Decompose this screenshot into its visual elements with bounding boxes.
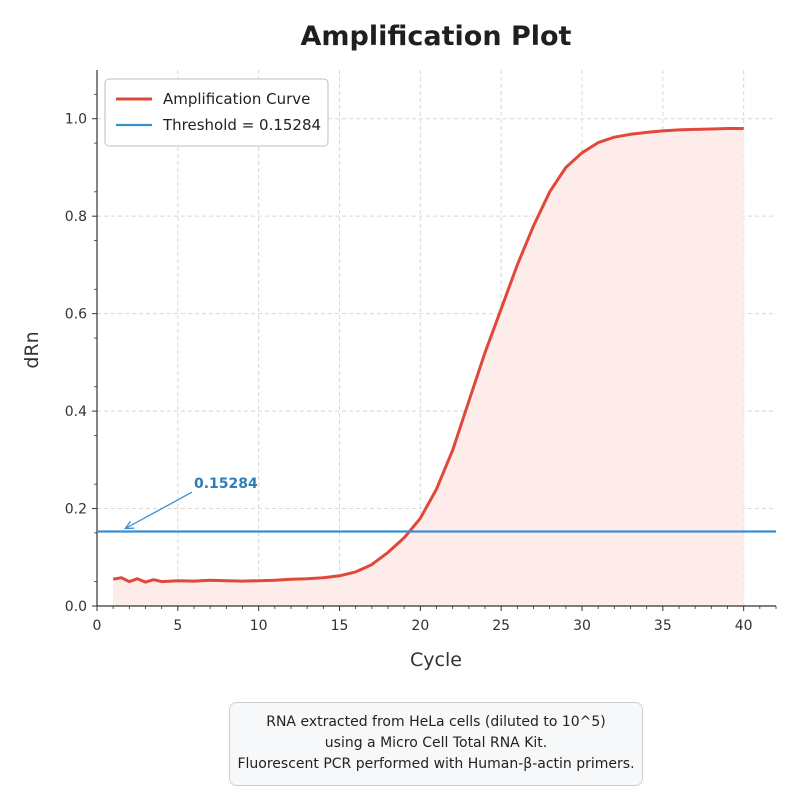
y-tick-label: 0.4 [65, 404, 87, 420]
caption-line: using a Micro Cell Total RNA Kit. [324, 735, 548, 751]
x-tick-label: 35 [654, 618, 672, 634]
caption-line: RNA extracted from HeLa cells (diluted t… [266, 714, 606, 730]
y-tick-label: 0.8 [65, 209, 87, 225]
x-tick-label: 10 [250, 618, 268, 634]
amplification-area [113, 128, 744, 606]
x-tick-label: 15 [331, 618, 349, 634]
legend-box [104, 78, 329, 147]
caption-box: RNA extracted from HeLa cells (diluted t… [229, 702, 643, 786]
legend: Amplification Curve Threshold = 0.15284 [104, 78, 329, 147]
annotation-arrowhead [123, 520, 135, 530]
annotation-label: 0.15284 [194, 476, 258, 492]
amplification-curve-line [112, 127, 744, 584]
x-tick-label: 20 [411, 618, 429, 634]
caption-line: Fluorescent PCR performed with Human-β-a… [237, 756, 635, 772]
legend-entry-amplification: Amplification Curve [163, 90, 310, 108]
y-tick-label: 0.6 [65, 307, 87, 323]
y-tick-label: 0.0 [65, 599, 87, 615]
x-axis-label: Cycle [410, 649, 462, 671]
x-tick-label: 40 [735, 618, 753, 634]
x-tick-label: 25 [492, 618, 510, 634]
axes [92, 70, 777, 611]
x-tick-label: 0 [93, 618, 102, 634]
x-tick-label: 5 [173, 618, 182, 634]
threshold-annotation: 0.15284 [123, 476, 258, 530]
x-tick-label: 30 [573, 618, 591, 634]
legend-entry-threshold: Threshold = 0.15284 [162, 116, 321, 134]
y-axis-label: dRn [21, 331, 43, 368]
y-tick-label: 0.2 [65, 502, 87, 518]
annotation-arrow [124, 491, 193, 530]
tick-labels: 0 5 10 15 20 25 30 35 40 0.0 0.2 0.4 0.6 0.8 1.0 [65, 112, 753, 634]
chart-title: Amplification Plot [301, 21, 572, 52]
y-tick-label: 1.0 [65, 112, 87, 128]
